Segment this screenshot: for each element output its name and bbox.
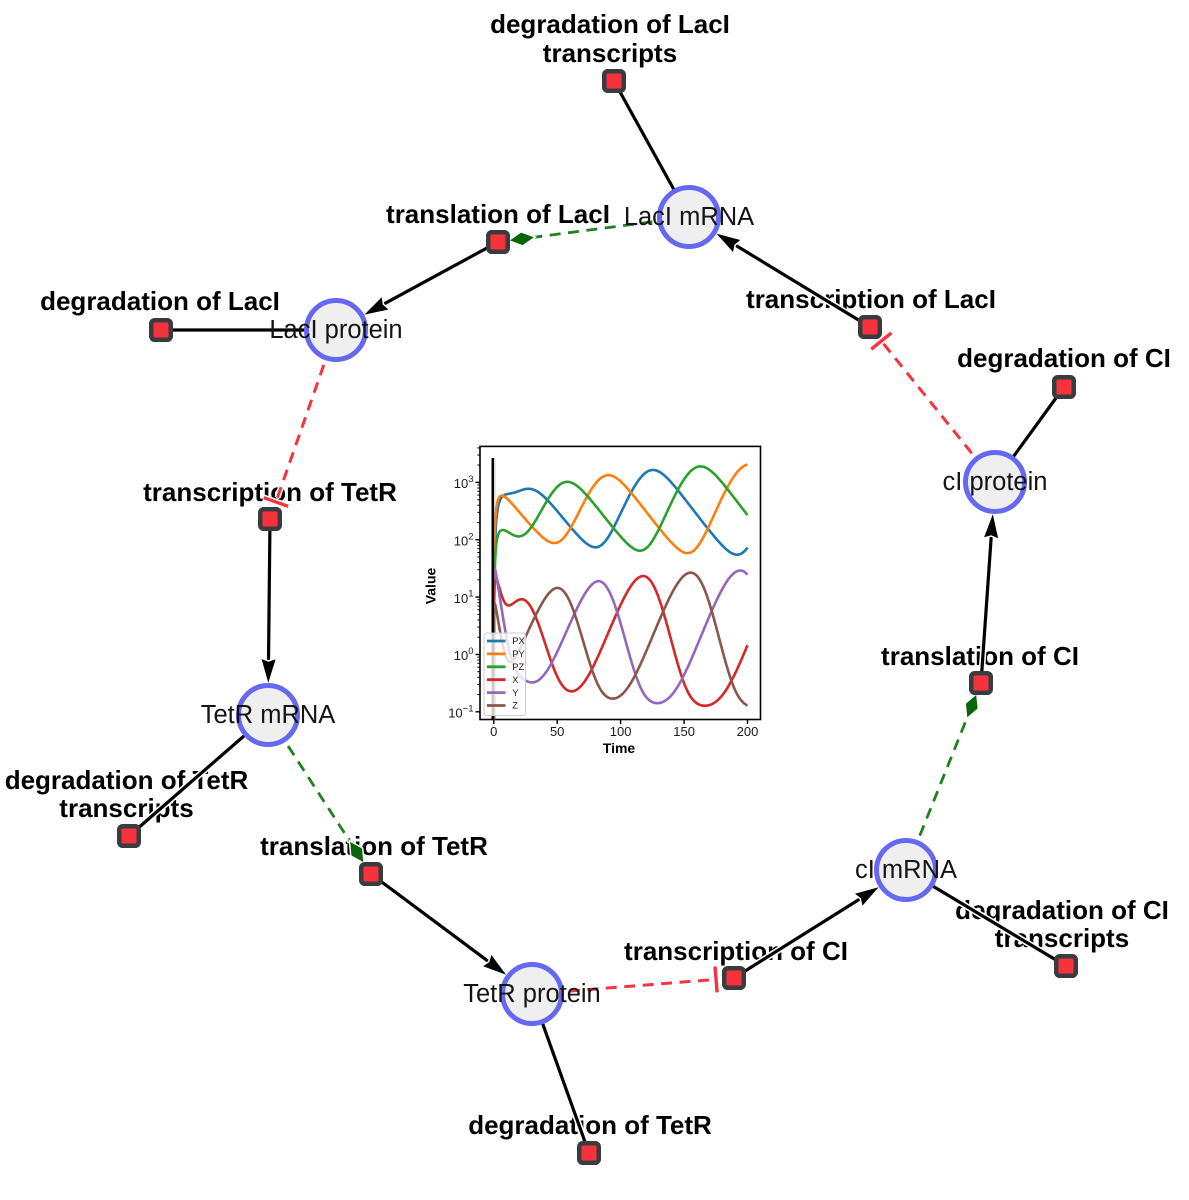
svg-text:Value: Value bbox=[423, 568, 439, 605]
svg-text:degradation of TetR: degradation of TetR bbox=[468, 1110, 712, 1140]
svg-text:LacI mRNA: LacI mRNA bbox=[624, 203, 754, 231]
svg-text:degradation of TetR: degradation of TetR bbox=[5, 765, 249, 795]
svg-text:transcription of CI: transcription of CI bbox=[624, 936, 848, 966]
svg-text:Z: Z bbox=[512, 701, 518, 711]
svg-text:200: 200 bbox=[737, 724, 759, 739]
svg-text:PZ: PZ bbox=[512, 662, 524, 672]
svg-text:X: X bbox=[512, 675, 518, 685]
svg-text:0: 0 bbox=[490, 724, 497, 739]
svg-text:PX: PX bbox=[512, 636, 524, 646]
svg-text:cI mRNA: cI mRNA bbox=[855, 856, 957, 884]
svg-text:TetR protein: TetR protein bbox=[463, 980, 601, 1008]
svg-text:transcription of LacI: transcription of LacI bbox=[746, 284, 996, 314]
svg-text:transcripts: transcripts bbox=[543, 38, 677, 68]
svg-text:TetR mRNA: TetR mRNA bbox=[201, 701, 336, 729]
svg-text:Y: Y bbox=[512, 688, 518, 698]
svg-text:50: 50 bbox=[550, 724, 564, 739]
svg-text:150: 150 bbox=[673, 724, 695, 739]
svg-text:translation of TetR: translation of TetR bbox=[260, 831, 488, 861]
svg-text:translation of LacI: translation of LacI bbox=[386, 199, 610, 229]
svg-text:PY: PY bbox=[512, 649, 524, 659]
svg-text:degradation of CI: degradation of CI bbox=[957, 343, 1171, 373]
svg-text:100: 100 bbox=[610, 724, 632, 739]
svg-text:degradation of LacI: degradation of LacI bbox=[490, 9, 730, 39]
svg-text:LacI protein: LacI protein bbox=[269, 316, 402, 344]
svg-text:degradation of LacI: degradation of LacI bbox=[40, 286, 280, 316]
svg-text:cI protein: cI protein bbox=[943, 468, 1048, 496]
svg-text:Time: Time bbox=[603, 740, 636, 756]
